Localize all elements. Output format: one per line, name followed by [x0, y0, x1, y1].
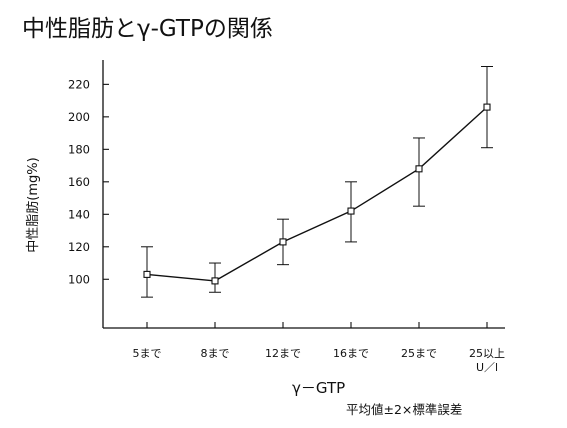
x-tick-label: 16まで: [333, 347, 369, 360]
x-tick-label: 25まで: [401, 347, 437, 360]
data-point-marker: [279, 238, 287, 246]
y-tick-label: 160: [68, 175, 90, 189]
error-bars-layer: [141, 65, 493, 298]
error-bar-note: 平均値±2×標準誤差: [346, 402, 462, 417]
x-tick-label: 5まで: [133, 347, 162, 360]
y-tick-label: 100: [68, 272, 90, 286]
markers-layer: [143, 103, 491, 285]
data-point-marker: [415, 165, 423, 173]
y-tick-label: 220: [68, 77, 90, 91]
x-axis-label: γ－GTP: [292, 379, 345, 397]
y-axis-label: 中性脂肪(mg%): [25, 157, 41, 252]
data-point-marker: [143, 270, 151, 278]
chart-title: 中性脂肪とγ-GTPの関係: [22, 16, 273, 42]
data-point-marker: [211, 277, 219, 285]
ticks-layer: 100 120 140 160 180 200 220 5まで 8まで 12まで 16まで 25まで 2…: [68, 77, 505, 374]
x-tick-label: 8まで: [201, 347, 230, 360]
x-tick-label: 25以上: [469, 347, 505, 360]
data-point-marker: [483, 103, 491, 111]
series-line: [146, 106, 488, 282]
x-tick-label: 12まで: [265, 347, 301, 360]
data-point-marker: [347, 207, 355, 215]
axes-layer: [102, 60, 505, 329]
y-tick-label: 200: [68, 110, 90, 124]
y-tick-label: 180: [68, 142, 90, 156]
x-tick-unit-label: U／l: [476, 361, 498, 374]
y-tick-label: 120: [68, 240, 90, 254]
y-tick-label: 140: [68, 207, 90, 221]
series-line-layer: [146, 106, 488, 282]
